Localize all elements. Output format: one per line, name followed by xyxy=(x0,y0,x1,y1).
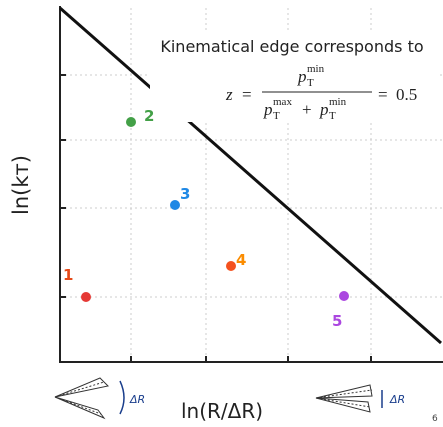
icon-label: ΔR xyxy=(129,393,145,406)
point xyxy=(170,200,180,210)
formula-p: p xyxy=(319,100,329,119)
narrow-jet-icon xyxy=(315,384,383,413)
formula-sup: min xyxy=(307,63,325,75)
formula-sub: T xyxy=(307,77,314,89)
formula-plus: + xyxy=(302,100,312,119)
grid xyxy=(60,8,443,362)
point xyxy=(81,292,91,302)
point xyxy=(126,117,136,127)
kinematic-edge xyxy=(59,6,442,345)
formula-sup: min xyxy=(329,96,347,108)
wide-jet-icon xyxy=(54,377,125,420)
point xyxy=(339,291,349,301)
point-label: 4 xyxy=(236,251,246,269)
point xyxy=(226,261,236,271)
formula-sub: T xyxy=(273,110,280,122)
y-axis-label: ln(kᴛ) xyxy=(9,155,33,215)
x-axis-label: ln(R/ΔR) xyxy=(181,399,263,423)
formula-lhs: z xyxy=(225,85,233,104)
formula-rhs: 0.5 xyxy=(396,85,417,104)
formula-p: p xyxy=(297,67,307,86)
annotation-bg xyxy=(150,30,440,122)
formula-sup: max xyxy=(273,96,292,108)
formula-eq: = xyxy=(242,85,252,104)
annotation: Kinematical edge corresponds to xyxy=(160,37,423,56)
axes xyxy=(59,6,443,363)
formula-sub: T xyxy=(329,110,336,122)
point-label: 1 xyxy=(63,266,73,284)
page-number: 6 xyxy=(432,414,438,424)
formula: z = p T min p T max + p T min = 0.5 xyxy=(225,63,417,122)
point-label: 3 xyxy=(180,185,190,203)
formula-eq: = xyxy=(378,85,388,104)
point-labels: 1 2 3 4 5 xyxy=(63,107,342,330)
point-label: 5 xyxy=(332,312,342,330)
formula-p: p xyxy=(263,100,273,119)
points xyxy=(81,117,349,302)
point-label: 2 xyxy=(144,107,154,125)
icon-label: ΔR xyxy=(389,393,405,406)
